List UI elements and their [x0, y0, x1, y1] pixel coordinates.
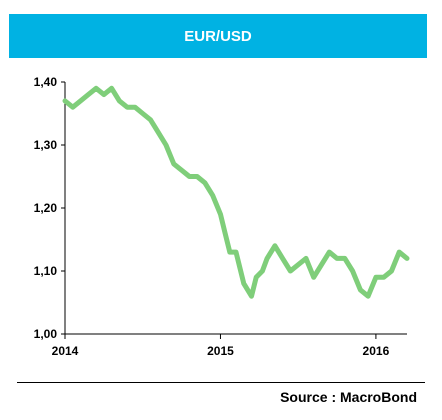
y-tick-label: 1,40 — [34, 75, 58, 89]
y-tick-label: 1,20 — [34, 201, 58, 215]
chart-title: EUR/USD — [184, 27, 252, 45]
y-tick-label: 1,10 — [34, 264, 58, 278]
source-divider — [17, 382, 425, 383]
chart-frame: EUR/USD 1,00 1,10 1,20 1,30 1,40 2014 2015 201… — [9, 14, 427, 410]
x-tick-label: 2014 — [52, 344, 79, 358]
y-tick-label: 1,30 — [34, 138, 58, 152]
y-tick-group: 1,00 1,10 1,20 1,30 1,40 — [34, 75, 65, 341]
x-tick-label: 2015 — [207, 344, 234, 358]
line-chart: 1,00 1,10 1,20 1,30 1,40 2014 2015 2016 — [34, 75, 410, 358]
source-note: Source : MacroBond — [280, 389, 417, 405]
axes — [64, 82, 407, 335]
x-tick-group: 2014 2015 2016 — [52, 334, 390, 358]
y-tick-label: 1,00 — [34, 327, 58, 341]
chart-title-bar: EUR/USD — [9, 14, 427, 58]
series-layer — [62, 85, 410, 299]
x-tick-label: 2016 — [363, 344, 390, 358]
eurusd-series-line — [62, 85, 410, 299]
